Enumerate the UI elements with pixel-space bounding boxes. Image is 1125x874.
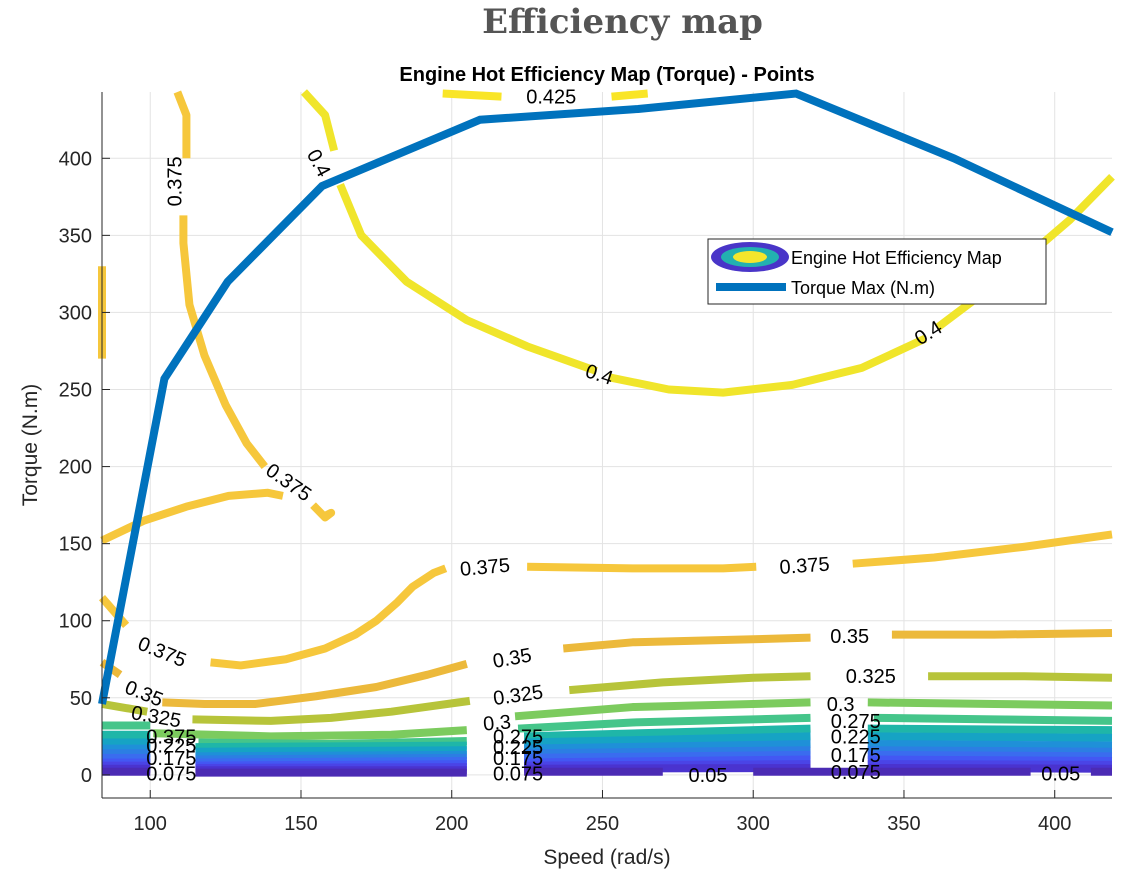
contour-line-0_225: [195, 746, 467, 756]
torque-max-line: [98, 89, 1114, 705]
y-tick-label: 400: [59, 148, 92, 170]
contour-line-0_3: [867, 698, 1113, 710]
series-lines: [98, 89, 1114, 705]
plot-background: [102, 92, 1112, 798]
legend-contour-swatch: [711, 242, 789, 272]
contour-line-0_275: [873, 713, 1113, 725]
contour-line-0_4: [336, 182, 598, 375]
contour-line-0_375: [179, 215, 268, 470]
y-tick-label: 350: [59, 225, 92, 247]
contour-line-0_225: [524, 732, 811, 747]
contour-line-0_325: [101, 700, 148, 716]
contour-label: 0.375: [146, 726, 196, 748]
contour-label: 0.375: [164, 156, 186, 206]
contour-label: 0.175: [831, 745, 881, 767]
y-axis-label: Torque (N.m): [19, 384, 42, 507]
contour-line-0_175: [524, 746, 811, 758]
x-axis-label: Speed (rad/s): [543, 846, 670, 869]
legend-entry-efficiency-map: Engine Hot Efficiency Map: [791, 248, 1002, 268]
contour-label: 0.325: [846, 666, 896, 688]
contour-line-0_375: [527, 562, 757, 573]
contour-line-0_25: [195, 741, 467, 752]
contour-line-0_4: [607, 335, 927, 397]
contour-label: 0.175: [146, 748, 196, 770]
y-tick-label: 300: [59, 302, 92, 324]
contour-label: 0.05: [689, 765, 728, 787]
contour-line-0_375: [173, 90, 191, 159]
contour-line-0_225: [867, 732, 1113, 742]
contour-label: 0.075: [831, 762, 881, 784]
contour-label: 0.375: [459, 555, 511, 581]
x-tick-label: 300: [737, 813, 770, 835]
contour-line-0_325: [192, 696, 471, 725]
contour-label: 0.375: [779, 554, 830, 579]
x-tick-label: 400: [1038, 813, 1071, 835]
contour-line-0_35: [562, 633, 811, 653]
contour-label: 0.3: [482, 711, 512, 735]
contour-line-0_375: [310, 502, 336, 522]
legend-entry-torque-max: Torque Max (N.m): [791, 278, 935, 298]
contour-label: 0.175: [493, 748, 543, 770]
x-tick-label: 250: [586, 813, 619, 835]
contour-label: 0.225: [831, 726, 881, 748]
y-tick-label: 250: [59, 380, 92, 402]
legend: Engine Hot Efficiency Map Torque Max (N.…: [707, 238, 1047, 305]
contour-label: 0.075: [493, 763, 543, 785]
contour-line-0_3: [514, 698, 811, 721]
contour-label: 0.425: [526, 87, 576, 109]
contour-line-0_375: [852, 530, 1113, 568]
x-tick-label: 150: [284, 813, 317, 835]
contour-line-0_325: [568, 672, 811, 695]
contour-line-0_425: [442, 89, 502, 101]
contour-label: 0.225: [493, 737, 543, 759]
contour-line-0_375: [98, 594, 130, 628]
contour-line-0_175: [867, 746, 1113, 756]
chart-title: Engine Hot Efficiency Map (Torque) - Poi…: [399, 64, 814, 86]
y-tick-label: 50: [70, 688, 92, 710]
contour-line-0_275: [517, 713, 811, 733]
contour-label: 0.35: [830, 626, 869, 648]
contour-line-0_375: [210, 564, 448, 670]
y-tick-label: 100: [59, 611, 92, 633]
contour-label: 0.075: [146, 763, 196, 785]
contour-line-0_15: [524, 750, 811, 762]
x-tick-label: 100: [134, 813, 167, 835]
contour-line-0_425: [611, 89, 649, 101]
contour-line-0_2: [867, 740, 1113, 750]
page-title: Efficiency map: [482, 2, 763, 42]
contour-label: 0.3: [827, 694, 855, 716]
contour-line-0_35: [162, 660, 468, 708]
x-tick-label: 350: [887, 813, 920, 835]
axes: 100 150 200 250 300 350 400 0 50 100 150 200 250 300 3…: [59, 92, 1112, 835]
contour-line-0_35: [891, 629, 1113, 639]
contour-label: 0.275: [831, 711, 881, 733]
y-tick-label: 200: [59, 457, 92, 479]
contour-label: 0.275: [493, 726, 543, 748]
contour-line-0_25: [523, 724, 811, 741]
contour-line-0_325: [928, 672, 1113, 682]
contour-line-0_3: [153, 726, 468, 741]
contour-label: 0.05: [1041, 763, 1080, 785]
x-tick-label: 200: [435, 813, 468, 835]
contour-label: 0.225: [146, 736, 196, 758]
contour-line-0_4: [301, 89, 339, 152]
contour-line-0_25: [867, 724, 1113, 735]
contour-line-0_2: [524, 740, 811, 753]
y-tick-label: 0: [81, 765, 92, 787]
y-tick-label: 150: [59, 534, 92, 556]
contour-line-0_15: [867, 750, 1113, 761]
